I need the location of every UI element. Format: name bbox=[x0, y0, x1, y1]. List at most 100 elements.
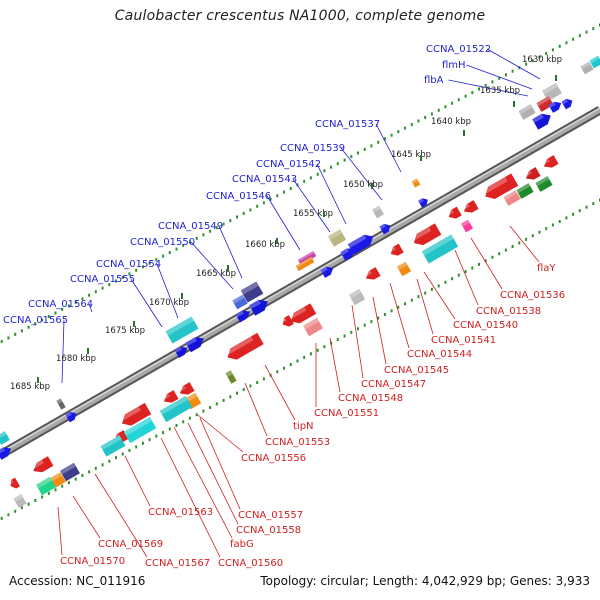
feature-pink bbox=[503, 190, 521, 206]
feature-shape bbox=[518, 104, 536, 120]
feature-shape bbox=[235, 310, 251, 323]
tick-dot bbox=[404, 126, 407, 130]
gene-label-reverse: CCNA_01545 bbox=[384, 365, 449, 376]
gene-label-reverse: CCNA_01567 bbox=[145, 558, 210, 569]
feature-shape bbox=[295, 256, 315, 272]
tick-dot bbox=[464, 94, 467, 98]
feature-highlight bbox=[295, 256, 313, 268]
feature-arrow-blue bbox=[320, 266, 334, 278]
tick-dot bbox=[222, 398, 225, 402]
tick-dot bbox=[303, 355, 306, 359]
leader-line-forward bbox=[316, 163, 347, 225]
tick-dot bbox=[115, 279, 117, 283]
tick-dot bbox=[437, 284, 440, 288]
gene-label-reverse: fabG bbox=[230, 539, 254, 550]
leader-line-forward bbox=[61, 319, 65, 384]
feature-shape bbox=[580, 61, 594, 75]
leader-line-forward bbox=[448, 79, 529, 97]
tick-dot bbox=[478, 87, 480, 91]
gene-label-forward: CCNA_01546 bbox=[206, 191, 271, 202]
leader-line-forward bbox=[375, 123, 402, 173]
tick-dot bbox=[101, 286, 104, 290]
tick-dot bbox=[343, 334, 346, 338]
gene-label-forward: flbA bbox=[424, 75, 444, 86]
tick-dot bbox=[121, 452, 124, 456]
feature-highlight bbox=[185, 337, 197, 347]
tick-dot bbox=[370, 320, 373, 324]
leader-line-reverse bbox=[187, 422, 239, 525]
tick-dot bbox=[182, 243, 185, 247]
feature-shape bbox=[0, 431, 10, 445]
tick-dot bbox=[504, 73, 507, 77]
tick-dot bbox=[430, 287, 433, 291]
tick-dot bbox=[249, 384, 252, 388]
kbp-tick-label: 1680 kbp bbox=[56, 354, 96, 364]
tick-dot bbox=[20, 329, 23, 333]
feature-highlight bbox=[388, 246, 396, 253]
tick-dot bbox=[491, 80, 494, 84]
feature-highlight bbox=[8, 479, 14, 485]
tick-dot bbox=[572, 37, 575, 41]
feature-shape bbox=[372, 205, 384, 219]
genome-summary-text: Topology: circular; Length: 4,042,929 bp… bbox=[260, 574, 590, 588]
tick-dot bbox=[424, 291, 427, 295]
tick-dot bbox=[74, 300, 77, 304]
kbp-tick-label: 1645 kbp bbox=[391, 150, 431, 160]
tick-dot bbox=[578, 209, 581, 213]
feature-shape bbox=[225, 370, 237, 384]
tick-dot bbox=[14, 332, 17, 336]
tick-dot bbox=[276, 370, 279, 374]
tick-dot bbox=[316, 172, 319, 176]
tick-dot bbox=[276, 194, 279, 198]
kbp-tick-label: 1685 kbp bbox=[10, 382, 50, 392]
feature-highlight bbox=[518, 104, 533, 115]
feature-shape bbox=[461, 219, 473, 233]
feature-highlight bbox=[100, 435, 122, 450]
feature-highlight bbox=[56, 398, 63, 404]
tick-dot bbox=[417, 119, 420, 123]
kbp-tick-label: 1650 kbp bbox=[343, 180, 383, 190]
feature-arrow-blue bbox=[561, 98, 573, 110]
leader-line-reverse bbox=[389, 282, 410, 349]
feature-highlight bbox=[232, 294, 245, 304]
map-title: Caulobacter crescentus NA1000, complete … bbox=[114, 8, 486, 24]
feature-highlight bbox=[481, 176, 508, 195]
feature-shape bbox=[159, 395, 193, 423]
tick-dot bbox=[61, 484, 64, 488]
tick-dot bbox=[47, 315, 50, 319]
tick-dot bbox=[316, 348, 319, 352]
tick-dot bbox=[94, 466, 97, 470]
tick-dot bbox=[20, 506, 23, 510]
feature-shape bbox=[249, 299, 268, 316]
tick-dot bbox=[262, 377, 265, 381]
feature-shape bbox=[411, 178, 421, 188]
gene-label-reverse: CCNA_01536 bbox=[500, 290, 565, 301]
tick-dot bbox=[7, 336, 10, 340]
gene-label-reverse: CCNA_01560 bbox=[218, 558, 283, 569]
feature-shape bbox=[418, 198, 428, 208]
feature-shape bbox=[163, 390, 179, 403]
tick-dot bbox=[531, 59, 534, 63]
feature-cyan bbox=[165, 316, 199, 344]
tick-dot bbox=[256, 204, 259, 208]
feature-shape bbox=[185, 337, 204, 353]
feature-highlight bbox=[0, 431, 7, 440]
feature-shape bbox=[100, 435, 126, 457]
feature-highlight bbox=[159, 395, 189, 415]
leader-line-forward bbox=[130, 278, 163, 328]
tick-dot bbox=[498, 76, 501, 80]
feature-red-block bbox=[536, 96, 554, 112]
tick-dot bbox=[135, 445, 138, 449]
feature-arrow-blue bbox=[340, 248, 356, 261]
feature-highlight bbox=[161, 393, 170, 401]
feature-highlight bbox=[372, 205, 381, 213]
tick-dot bbox=[464, 270, 467, 274]
tick-dot bbox=[209, 229, 212, 233]
feature-highlight bbox=[446, 209, 454, 216]
feature-shape bbox=[463, 200, 479, 213]
tick-dot bbox=[511, 69, 514, 73]
tick-dot bbox=[350, 155, 353, 159]
feature-dark-gray bbox=[56, 398, 66, 410]
feature-highlight bbox=[418, 198, 424, 204]
tick-dot bbox=[182, 420, 185, 424]
